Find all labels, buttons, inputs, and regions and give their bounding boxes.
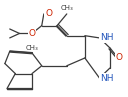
Text: O: O (115, 53, 122, 62)
Text: NH: NH (100, 33, 114, 42)
Text: NH: NH (100, 74, 114, 83)
Text: O: O (45, 9, 52, 18)
Text: O: O (29, 29, 35, 38)
Text: CH₃: CH₃ (26, 45, 38, 51)
Text: CH₃: CH₃ (60, 5, 73, 11)
